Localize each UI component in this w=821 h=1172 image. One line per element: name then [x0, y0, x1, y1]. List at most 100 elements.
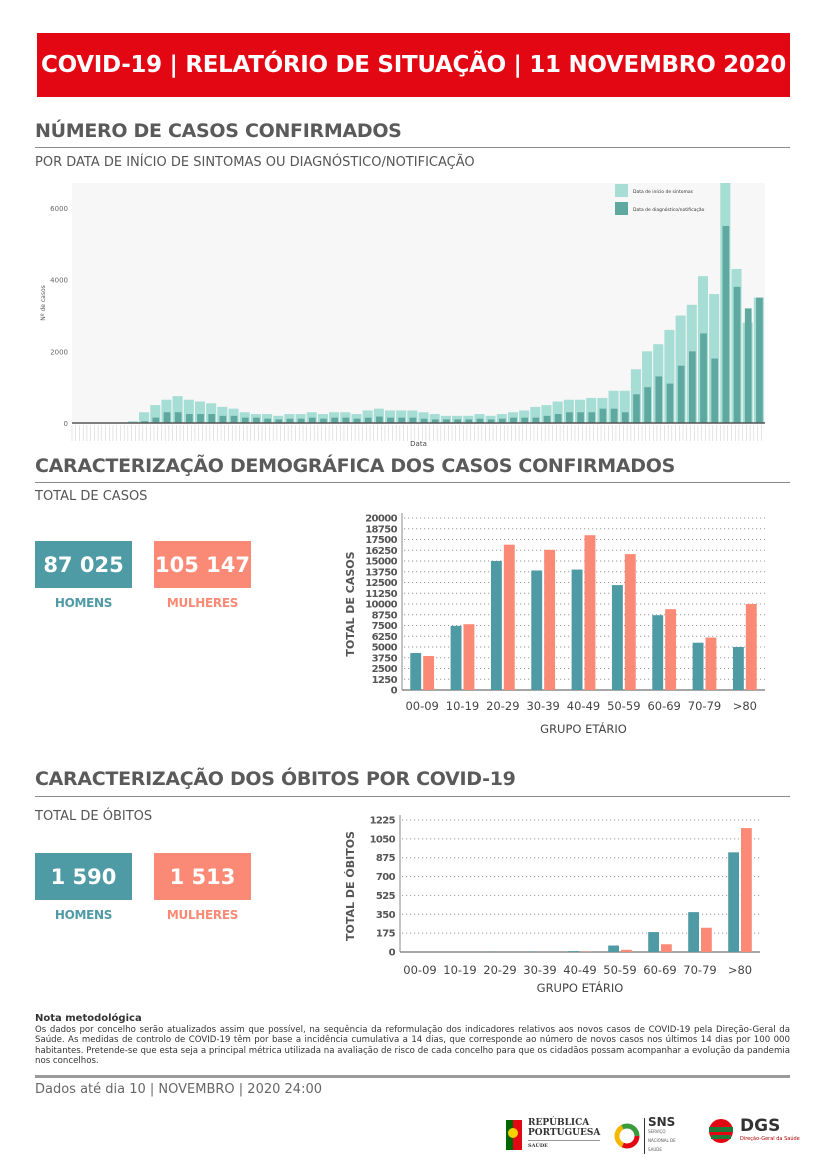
x-tick-label: 20-29: [483, 963, 516, 977]
portugal-flag-icon: [506, 1119, 522, 1150]
bar-diagnosis: [566, 412, 573, 423]
y-tick-label: 525: [376, 891, 396, 902]
bar-diagnosis: [700, 333, 707, 423]
bar-diagnosis: [610, 408, 618, 423]
bar-onset: [664, 329, 675, 423]
epidemic-curve-chart: 0 2000 4000 6000 Nº de casos Data Data de iníc…: [40, 183, 765, 448]
bar-diagnosis: [498, 418, 506, 423]
y-tick-label: 0: [391, 686, 398, 697]
bar-men: [652, 615, 664, 690]
logo-text: DGS: [740, 1116, 781, 1136]
bar-diagnosis: [208, 414, 216, 423]
bar-women: [624, 554, 636, 690]
logo-text: Direção-Geral da Saúde: [740, 1136, 800, 1142]
y-tick-label: 1225: [370, 816, 396, 827]
bar-men: [692, 642, 704, 690]
women-cases-value: 105 147: [154, 541, 251, 588]
x-tick-label: 70-79: [688, 699, 721, 713]
bar-women: [584, 535, 596, 690]
bar-diagnosis: [655, 376, 663, 423]
divider: [35, 1075, 790, 1078]
bar-diagnosis: [621, 412, 629, 423]
bar-onset: [161, 399, 172, 423]
divider: [35, 796, 790, 797]
bar-onset: [127, 421, 138, 423]
women-deaths-value: 1 513: [154, 853, 251, 900]
bar-women: [741, 828, 752, 952]
bar-diagnosis: [286, 418, 294, 423]
bar-diagnosis: [275, 419, 283, 423]
bar-diagnosis: [733, 286, 741, 423]
bar-diagnosis: [554, 414, 562, 423]
y-tick-label: 5000: [372, 643, 398, 654]
bar-women: [665, 609, 677, 690]
bar-diagnosis: [219, 415, 227, 423]
x-tick-label: 20-29: [486, 699, 519, 713]
bar-onset: [139, 412, 150, 423]
y-tick-label: 7500: [372, 621, 398, 632]
section-cases-subtitle: POR DATA DE INÍCIO DE SINTOMAS OU DIAGNÓ…: [35, 155, 475, 170]
bar-diagnosis: [588, 412, 596, 423]
y-tick-label: 12500: [365, 578, 397, 589]
methodology-note: Os dados por concelho serão atualizados …: [35, 1025, 790, 1067]
bar-onset: [619, 390, 630, 423]
bar-onset: [574, 399, 586, 423]
divider: [35, 147, 790, 148]
bar-onset: [407, 410, 418, 423]
bar-diagnosis: [320, 418, 327, 423]
y-axis-title: TOTAL DE ÓBITOS: [344, 831, 357, 941]
bar-onset: [150, 405, 161, 423]
x-tick-label: 30-39: [526, 699, 559, 713]
bar-women: [463, 624, 475, 690]
bar-diagnosis: [376, 416, 383, 423]
y-tick-label: 17500: [365, 535, 397, 546]
y-tick-label: 11250: [365, 589, 397, 600]
bar-diagnosis: [521, 417, 529, 423]
dgs-emblem-icon: [709, 1119, 733, 1143]
note-title: Nota metodológica: [35, 1013, 142, 1024]
bar-onset: [418, 412, 429, 423]
bar-diagnosis: [756, 297, 763, 423]
logo-text: REPÚBLICA: [528, 1118, 590, 1128]
cases-by-age-chart: 0125025003750500062507500875010000112501…: [344, 513, 765, 736]
x-tick-label: 50-59: [607, 699, 640, 713]
bar-diagnosis: [688, 351, 696, 423]
bar-diagnosis: [510, 417, 517, 423]
men-label: HOMENS: [54, 908, 113, 922]
x-tick-label: 00-09: [403, 963, 436, 977]
x-tick-label: 40-49: [563, 963, 596, 977]
republica-portuguesa-logo: REPÚBLICA PORTUGUESA SAÚDE: [506, 1118, 601, 1151]
bar-diagnosis: [599, 408, 607, 423]
y-tick-label: 875: [376, 853, 396, 864]
bar-women: [544, 549, 556, 690]
bar-diagnosis: [487, 419, 495, 423]
x-tick-label: >80: [728, 963, 752, 977]
total-deaths-label: TOTAL DE ÓBITOS: [35, 809, 153, 824]
x-tick-label: 30-39: [523, 963, 556, 977]
men-deaths-value: 1 590: [35, 853, 132, 900]
bar-men: [568, 951, 579, 952]
data-date: Dados até dia 10 | NOVEMBRO | 2020 24:00: [35, 1082, 322, 1097]
y-tick-label: 16250: [365, 546, 397, 557]
women-label: MULHERES: [166, 596, 239, 610]
bar-diagnosis: [152, 417, 160, 423]
x-tick-label: 70-79: [683, 963, 716, 977]
bar-diagnosis: [722, 225, 730, 423]
bar-women: [621, 949, 632, 952]
bar-diagnosis: [476, 418, 484, 423]
bar-onset: [608, 390, 619, 423]
deaths-by-age-chart: 0 175 350 525 700 875 1050 1225 00-09 10-19 20-29 3…: [344, 815, 760, 995]
bar-diagnosis: [253, 417, 260, 423]
bar-diagnosis: [420, 418, 428, 423]
sns-emblem-icon: [614, 1123, 640, 1149]
bar-diagnosis: [197, 414, 204, 423]
bar-men: [531, 570, 543, 690]
x-axis-title: GRUPO ETÁRIO: [537, 980, 624, 995]
total-cases-label: TOTAL DE CASOS: [35, 489, 148, 504]
bar-onset: [172, 396, 183, 423]
bar-diagnosis: [398, 417, 406, 423]
bar-onset: [429, 414, 440, 423]
bar-diagnosis: [141, 421, 149, 423]
bar-onset: [586, 397, 597, 423]
legend-swatch: [615, 184, 628, 197]
